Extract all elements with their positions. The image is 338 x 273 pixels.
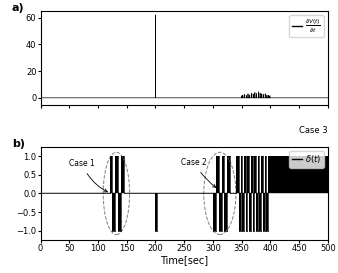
Legend: $\frac{\partial V(t)}{\partial t}$: $\frac{\partial V(t)}{\partial t}$ bbox=[289, 15, 324, 37]
Text: b): b) bbox=[12, 139, 25, 149]
Text: Case 1: Case 1 bbox=[69, 159, 107, 192]
Text: Case 3: Case 3 bbox=[299, 126, 328, 135]
Legend: $\delta(t)$: $\delta(t)$ bbox=[289, 151, 324, 168]
Text: a): a) bbox=[12, 4, 24, 13]
Text: Case 2: Case 2 bbox=[181, 158, 216, 188]
X-axis label: Time[sec]: Time[sec] bbox=[160, 255, 208, 265]
